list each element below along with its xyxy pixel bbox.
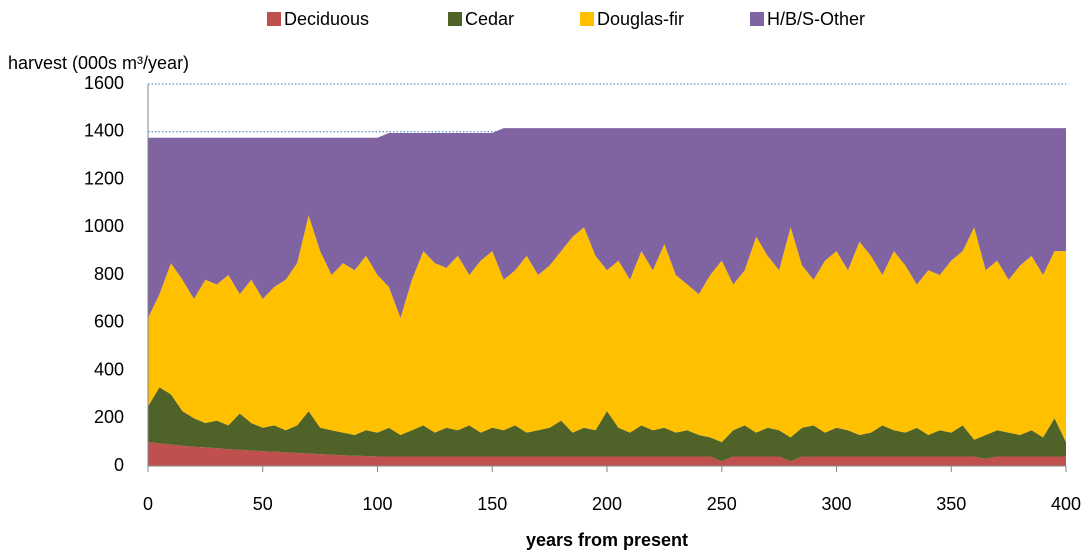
y-tick-label: 1200 bbox=[84, 168, 124, 188]
y-tick-label: 1000 bbox=[84, 216, 124, 236]
x-tick-label: 300 bbox=[821, 494, 851, 514]
x-tick-label: 250 bbox=[707, 494, 737, 514]
legend-swatch bbox=[267, 12, 281, 26]
y-tick-label: 800 bbox=[94, 264, 124, 284]
area bbox=[148, 128, 1066, 318]
legend-label: H/B/S-Other bbox=[767, 9, 865, 29]
x-tick-label: 100 bbox=[362, 494, 392, 514]
y-tick-label: 200 bbox=[94, 407, 124, 427]
legend-swatch bbox=[750, 12, 764, 26]
area bbox=[148, 442, 1066, 466]
y-tick-label: 0 bbox=[114, 455, 124, 475]
x-tick-label: 400 bbox=[1051, 494, 1081, 514]
legend-swatch bbox=[448, 12, 462, 26]
y-tick-label: 1600 bbox=[84, 73, 124, 93]
x-axis-title: years from present bbox=[526, 530, 688, 550]
area bbox=[148, 387, 1066, 462]
x-tick-label: 150 bbox=[477, 494, 507, 514]
legend-swatch bbox=[580, 12, 594, 26]
y-axis-title: harvest (000s m³/year) bbox=[8, 53, 189, 73]
y-tick-label: 400 bbox=[94, 359, 124, 379]
legend-label: Douglas-fir bbox=[597, 9, 684, 29]
x-tick-label: 50 bbox=[253, 494, 273, 514]
y-tick-label: 1400 bbox=[84, 121, 124, 141]
x-tick-label: 200 bbox=[592, 494, 622, 514]
x-tick-label: 0 bbox=[143, 494, 153, 514]
legend-label: Deciduous bbox=[284, 9, 369, 29]
x-tick-label: 350 bbox=[936, 494, 966, 514]
legend-label: Cedar bbox=[465, 9, 514, 29]
area bbox=[148, 215, 1066, 443]
y-tick-label: 600 bbox=[94, 312, 124, 332]
